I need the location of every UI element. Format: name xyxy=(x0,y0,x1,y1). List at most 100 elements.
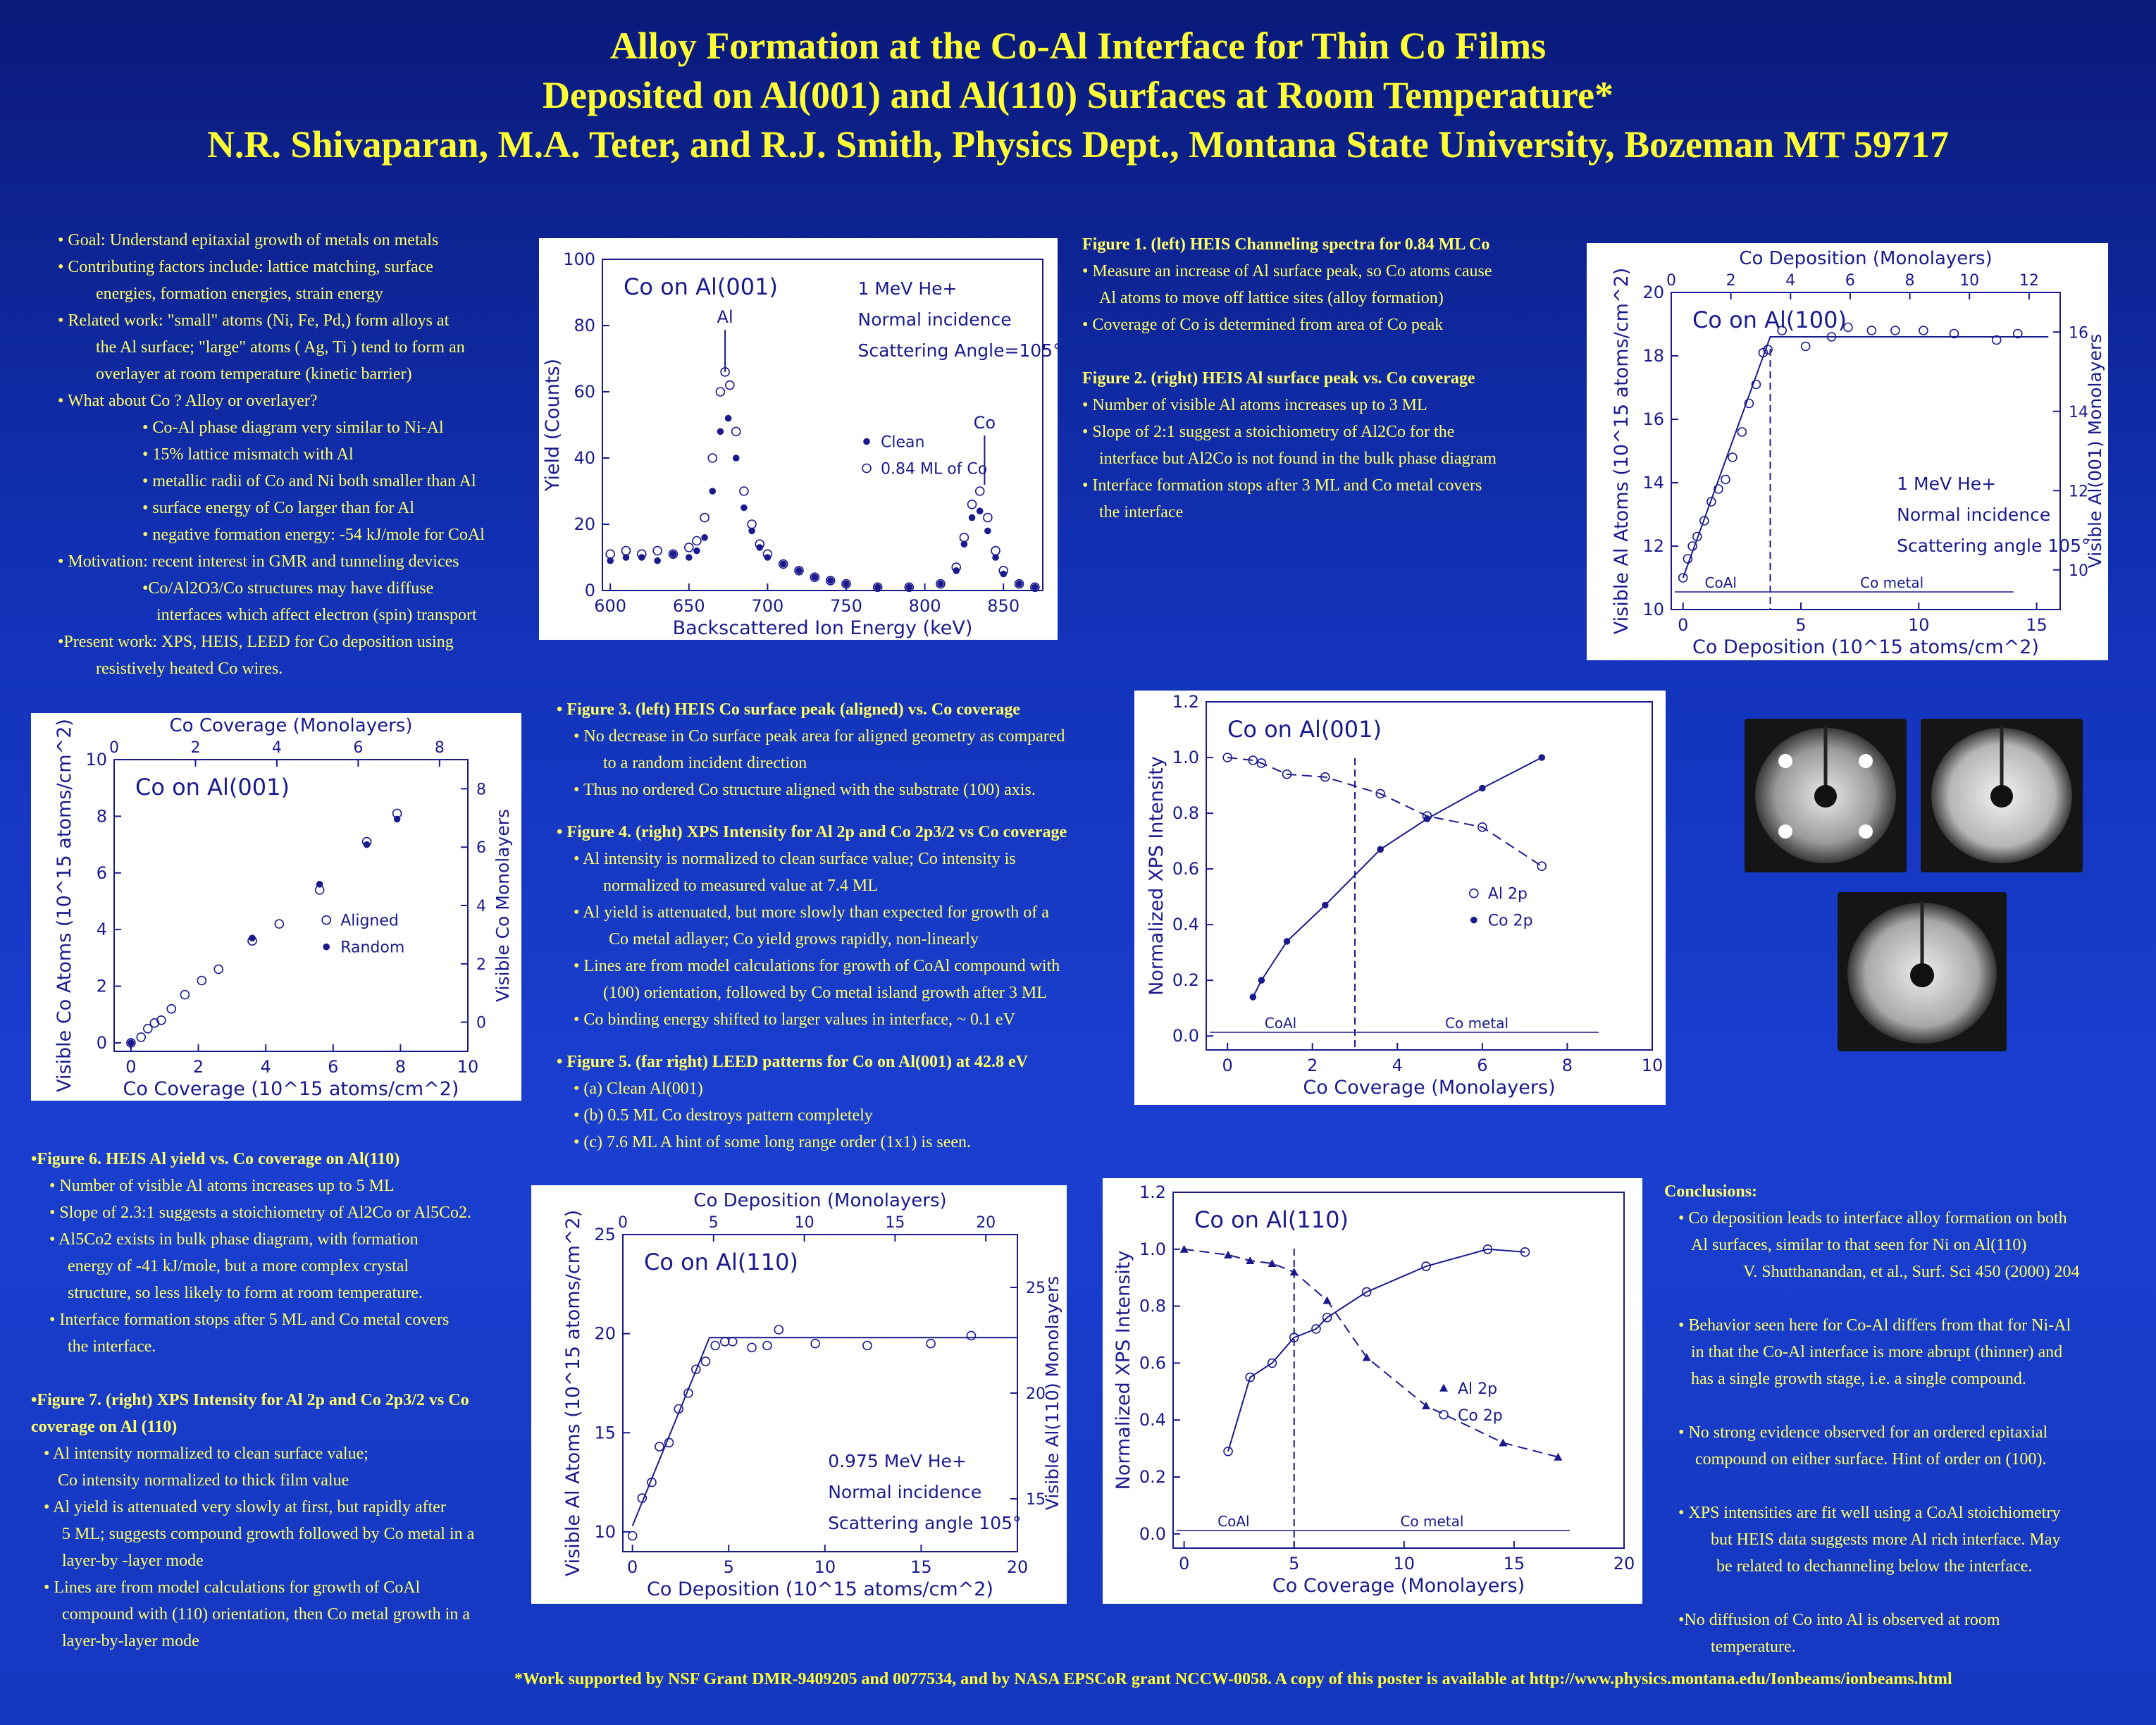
intro-line: • negative formation energy: -54 kJ/mole… xyxy=(142,526,485,544)
x-tick-label: 15 xyxy=(910,1557,932,1577)
caption-line: • Interface formation stops after 3 ML a… xyxy=(1082,476,1482,495)
figure-2-panel: 0 5 10 15 10 12 14 16 18 20 Co Deposition (10^15 a… xyxy=(1587,243,2108,660)
y-axis-label: Normalized XPS Intensity xyxy=(1146,756,1167,996)
x-tick-label: 10 xyxy=(1908,615,1930,635)
top-tick-label: 4 xyxy=(272,739,282,757)
data-point xyxy=(774,1325,784,1335)
caption-line: structure, so less likely to form at roo… xyxy=(68,1284,423,1302)
intro-line: resistively heated Co wires. xyxy=(96,660,283,678)
chart-title: Co on Al(001) xyxy=(1227,716,1382,743)
conclusion-line: • Co deposition leads to interface alloy… xyxy=(1678,1209,2067,1228)
figure-4-panel: 0 2 4 6 8 10 0.0 0.2 0.4 0.6 0.8 1.0 1.2 Co Coverage … xyxy=(1134,691,1666,1105)
caption-heading: • Figure 3. (left) HEIS Co surface peak … xyxy=(557,700,1020,719)
x-axis-label: Co Coverage (Monolayers) xyxy=(1303,1077,1555,1099)
data-point xyxy=(1377,846,1384,853)
data-point xyxy=(1479,784,1486,792)
y-axis-label: Visible Al Atoms (10^15 atoms/cm^2) xyxy=(562,1210,584,1576)
conclusion-line: • Behavior seen here for Co-Al differs f… xyxy=(1678,1316,2071,1335)
caption-line: interface but Al2Co is not found in the … xyxy=(1099,450,1497,468)
fig345-caption: • Figure 3. (left) HEIS Co surface peak … xyxy=(557,696,1141,1156)
chart-annotation: Normal incidence xyxy=(858,309,1012,330)
y-tick-label: 60 xyxy=(574,382,595,402)
leed-pattern-c xyxy=(1838,892,2007,1051)
data-point xyxy=(966,1330,977,1341)
plot-frame xyxy=(1671,292,2061,610)
data-point xyxy=(1721,474,1730,485)
caption-line: • Coverage of Co is determined from area… xyxy=(1082,316,1444,334)
top-tick-label: 2 xyxy=(190,739,200,757)
chart-title: Co on Al(001) xyxy=(624,273,778,300)
x-tick-label: 5 xyxy=(724,1557,734,1577)
caption-line: • (c) 7.6 ML A hint of some long range o… xyxy=(574,1133,972,1151)
data-point xyxy=(1692,531,1702,542)
caption-line: • (a) Clean Al(001) xyxy=(574,1080,703,1098)
data-point xyxy=(1246,1256,1255,1264)
x-axis-label: Backscattered Ion Energy (keV) xyxy=(673,617,973,639)
x-tick-label: 0 xyxy=(125,1057,136,1077)
legend-marker xyxy=(862,463,872,474)
data-point xyxy=(983,512,993,523)
y-tick-label: 100 xyxy=(563,249,595,269)
right-tick-label: 20 xyxy=(1026,1385,1046,1403)
data-point xyxy=(249,934,256,942)
chart-annotation: Scattering angle 105° xyxy=(1897,536,2090,556)
fig67-caption: •Figure 6. HEIS Al yield vs. Co coverage… xyxy=(31,1146,538,1655)
x-tick-label: 4 xyxy=(261,1057,271,1077)
caption-line: • Slope of 2:1 suggest a stoichiometry o… xyxy=(1082,423,1455,441)
legend-label: Random xyxy=(340,939,404,957)
y-tick-label: 1.2 xyxy=(1172,692,1199,712)
data-point xyxy=(1320,772,1330,782)
model-curve xyxy=(1184,1248,1559,1458)
y-tick-label: 15 xyxy=(594,1423,616,1442)
model-curve xyxy=(1227,757,1542,867)
legend-label: Co 2p xyxy=(1488,913,1533,930)
caption-line: • (b) 0.5 ML Co destroys pattern complet… xyxy=(574,1106,873,1125)
right-tick-label: 10 xyxy=(2069,562,2088,580)
legend-label: Clean xyxy=(881,434,924,452)
intro-line: •Present work: XPS, HEIS, LEED for Co de… xyxy=(58,633,454,651)
data-point xyxy=(810,1338,820,1349)
caption-line: • Al yield is attenuated very slowly at … xyxy=(44,1498,446,1516)
data-point xyxy=(707,453,718,463)
data-point xyxy=(213,964,224,975)
data-point xyxy=(810,572,820,583)
model-curve xyxy=(1252,757,1542,998)
caption-line: the interface. xyxy=(68,1337,156,1356)
data-point xyxy=(1728,452,1737,462)
data-point xyxy=(904,582,915,593)
caption-line: • Lines are from model calculations for … xyxy=(44,1578,421,1597)
right-axis-label: Visible Al(110) Monolayers xyxy=(1042,1276,1062,1511)
y-tick-label: 0 xyxy=(97,1033,107,1053)
conclusion-line: • No strong evidence observed for an ord… xyxy=(1678,1423,2048,1442)
x-tick-label: 10 xyxy=(457,1057,479,1077)
phase-label: CoAl xyxy=(1265,1015,1296,1032)
footer-note: *Work supported by NSF Grant DMR-9409205… xyxy=(514,1670,1952,1688)
model-line xyxy=(1682,336,2049,579)
data-point xyxy=(1554,1452,1563,1461)
x-tick-label: 6 xyxy=(1477,1056,1487,1075)
data-point xyxy=(951,562,962,572)
caption-line: • Interface formation stops after 5 ML a… xyxy=(49,1311,450,1329)
top-tick-label: 4 xyxy=(1785,272,1795,290)
data-point xyxy=(1223,1446,1233,1457)
top-axis-label: Co Coverage (Monolayers) xyxy=(170,715,413,736)
data-point xyxy=(967,499,977,509)
caption-line: • Co binding energy shifted to larger va… xyxy=(574,1010,1015,1029)
x-tick-label: 10 xyxy=(1642,1056,1664,1075)
caption-line: layer-by -layer mode xyxy=(62,1552,204,1570)
legend-marker xyxy=(1439,1409,1449,1420)
data-point xyxy=(1991,335,2002,345)
data-point xyxy=(1538,754,1546,761)
data-point xyxy=(2012,328,2023,339)
data-point xyxy=(393,815,401,823)
x-tick-label: 5 xyxy=(1795,615,1806,635)
legend-label: Co 2p xyxy=(1458,1407,1503,1425)
data-point xyxy=(1222,753,1232,762)
y-tick-label: 80 xyxy=(574,316,595,335)
data-point xyxy=(936,579,946,589)
top-tick-label: 0 xyxy=(618,1214,628,1232)
data-point xyxy=(1361,1287,1372,1297)
right-tick-label: 6 xyxy=(476,839,486,857)
figure-1-panel: 600 650 700 750 800 850 0 20 40 60 80 100 Backscatte… xyxy=(539,238,1058,640)
phase-label: CoAl xyxy=(1705,574,1737,591)
